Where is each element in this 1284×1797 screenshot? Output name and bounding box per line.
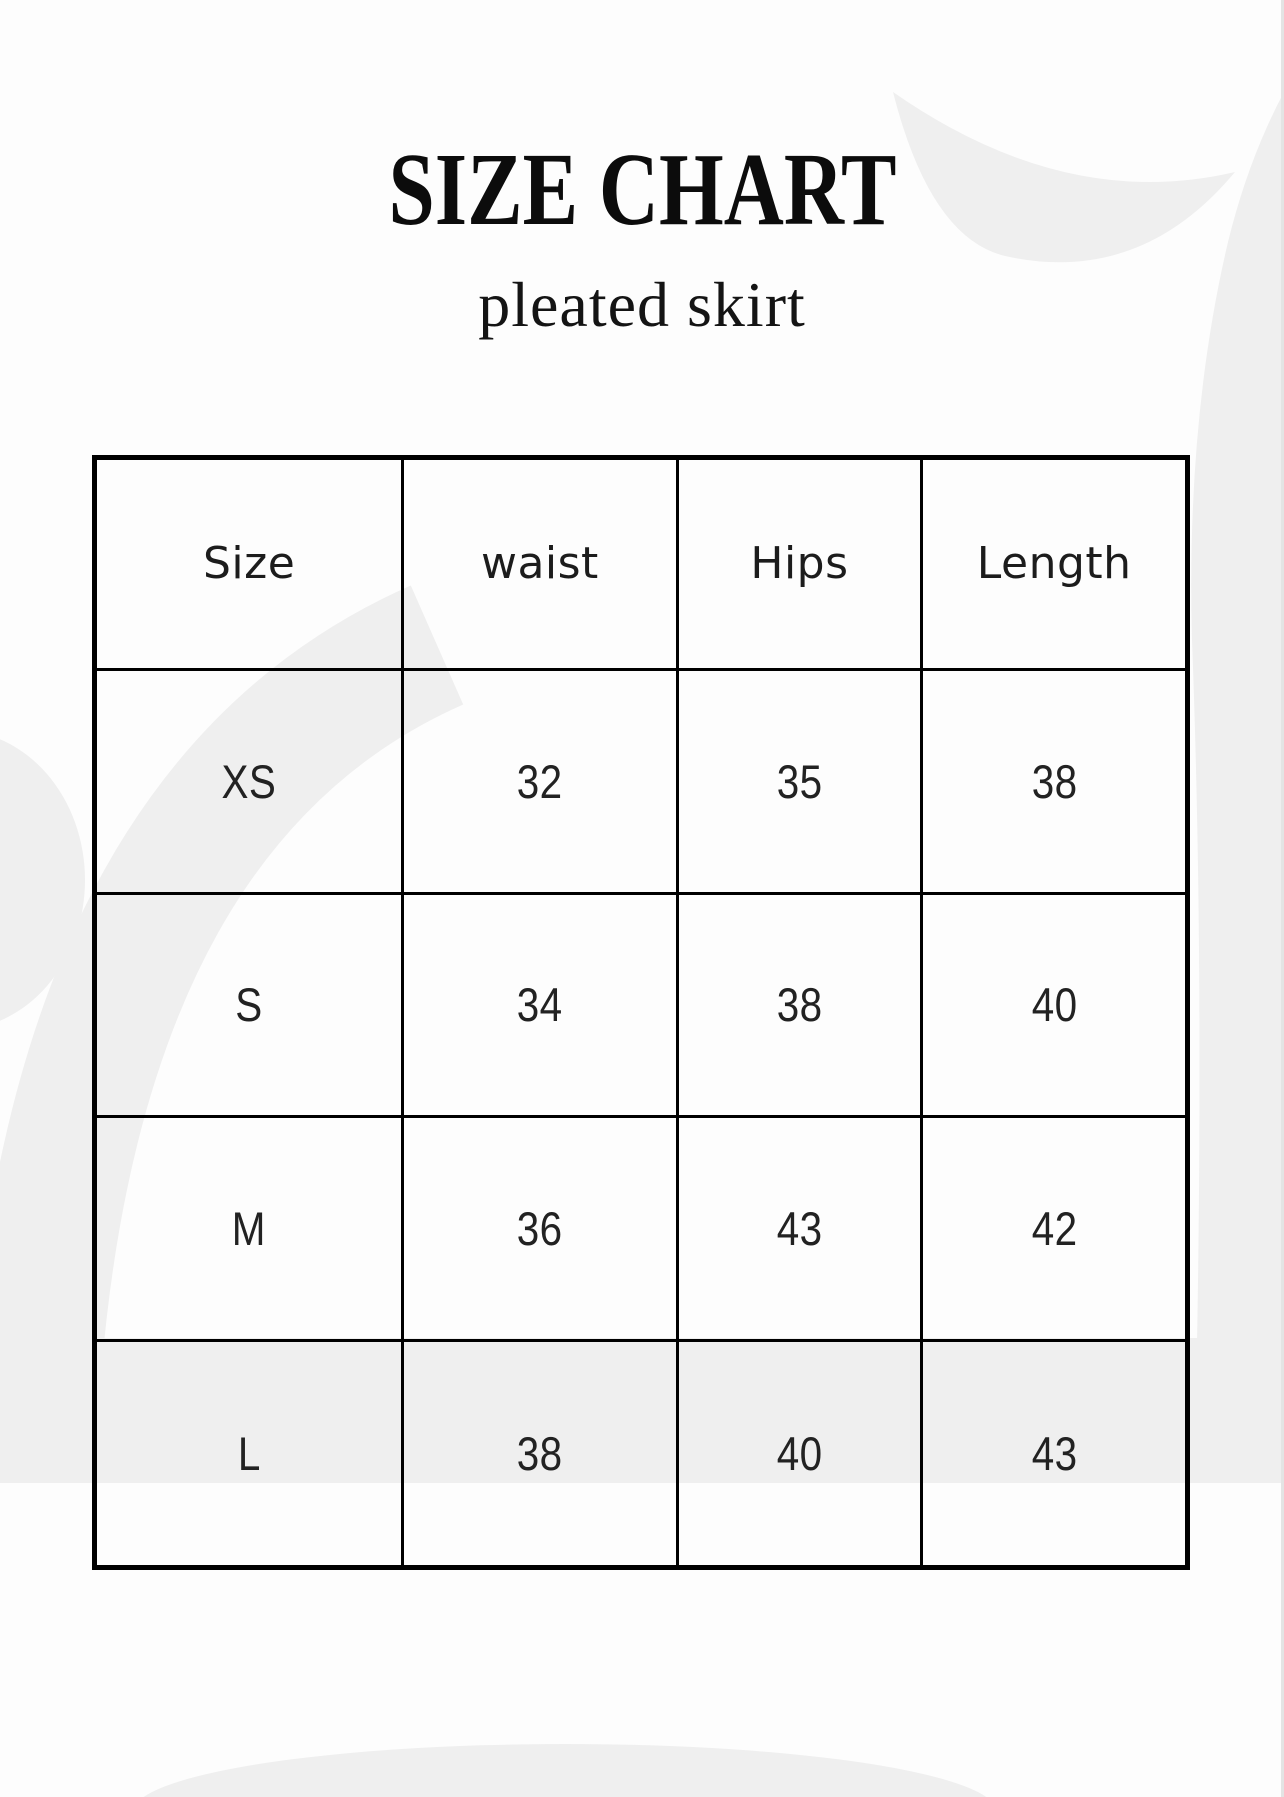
table-row-m: M 36 43 42 [92, 1115, 1189, 1342]
value-s-waist: 34 [516, 978, 563, 1032]
size-chart-table: Size waist Hips Length XS 32 35 38 S 34 … [92, 455, 1190, 1570]
page-title-text: SIZE CHART [388, 132, 896, 247]
header-label-length: Length [976, 538, 1132, 590]
cell-s-waist: 34 [401, 891, 679, 1119]
value-s-hips: 38 [776, 978, 823, 1032]
header-cell-size: Size [92, 456, 405, 671]
header-label-size: Size [202, 538, 296, 590]
cell-s-hips: 38 [675, 891, 924, 1119]
value-l-hips: 40 [776, 1426, 823, 1480]
cell-xs-waist: 32 [401, 667, 679, 895]
value-m-size: M [232, 1201, 267, 1255]
header-cell-hips: Hips [675, 456, 924, 671]
cell-m-size: M [92, 1115, 405, 1342]
cell-xs-size: XS [92, 667, 405, 895]
header-row: Size waist Hips Length [92, 456, 1189, 671]
value-m-waist: 36 [516, 1201, 563, 1255]
cell-s-size: S [92, 891, 405, 1119]
header-label-waist: waist [480, 538, 599, 590]
cell-l-size: L [92, 1338, 405, 1570]
value-s-length: 40 [1031, 978, 1078, 1032]
table-row-l: L 38 40 43 [92, 1338, 1189, 1570]
cell-l-length: 43 [920, 1338, 1189, 1570]
cell-m-length: 42 [920, 1115, 1189, 1342]
value-m-hips: 43 [776, 1201, 823, 1255]
cell-s-length: 40 [920, 891, 1189, 1119]
page-subtitle: pleated skirt [478, 269, 806, 340]
value-l-waist: 38 [516, 1426, 563, 1480]
watermark-dome-icon [143, 1744, 987, 1797]
header-cell-length: Length [920, 456, 1189, 671]
watermark-petal-icon [0, 739, 85, 1021]
value-l-length: 43 [1031, 1426, 1078, 1480]
cell-xs-length: 38 [920, 667, 1189, 895]
header-label-hips: Hips [750, 538, 849, 590]
cell-m-waist: 36 [401, 1115, 679, 1342]
value-xs-length: 38 [1031, 754, 1078, 808]
header-cell-waist: waist [401, 456, 679, 671]
page-title: SIZE CHART [0, 138, 1284, 242]
value-xs-waist: 32 [516, 754, 563, 808]
table-row-xs: XS 32 35 38 [92, 667, 1189, 895]
value-l-size: L [237, 1426, 261, 1480]
table-row-s: S 34 38 40 [92, 891, 1189, 1119]
value-xs-size: XS [221, 754, 277, 808]
cell-l-waist: 38 [401, 1338, 679, 1570]
value-xs-hips: 35 [776, 754, 823, 808]
cell-xs-hips: 35 [675, 667, 924, 895]
value-s-size: S [235, 978, 263, 1032]
cell-m-hips: 43 [675, 1115, 924, 1342]
value-m-length: 42 [1031, 1201, 1078, 1255]
cell-l-hips: 40 [675, 1338, 924, 1570]
